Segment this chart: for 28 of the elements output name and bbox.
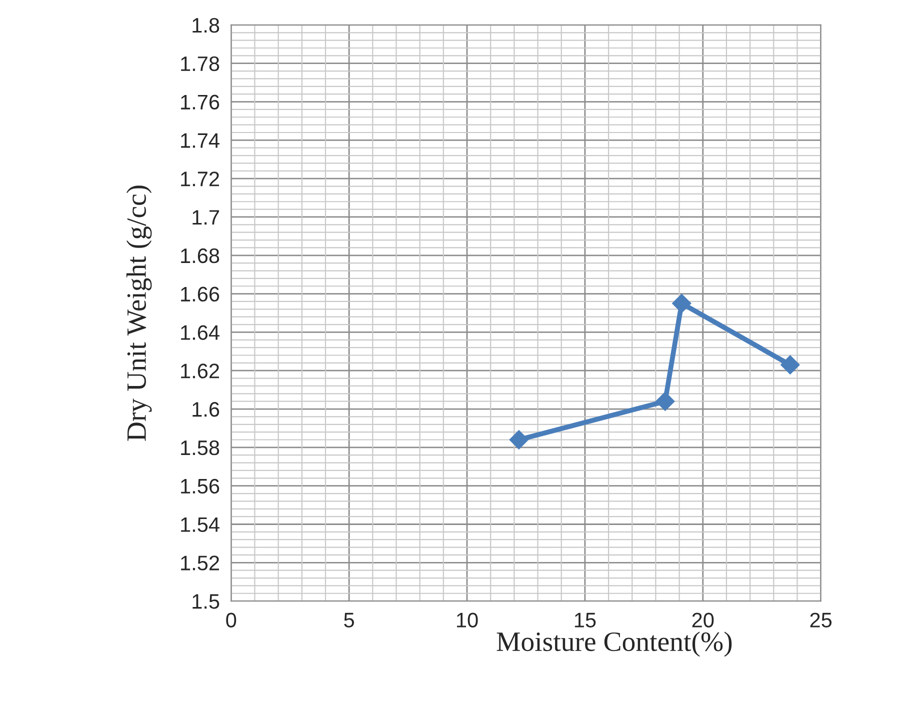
x-tick-label: 20 [692, 612, 714, 628]
y-tick-label: 1.66 [181, 286, 220, 302]
y-tick-label: 1.6 [192, 402, 220, 417]
y-tick-label: 1.76 [181, 94, 220, 110]
point [672, 294, 692, 313]
x-tick-label: 0 [226, 612, 236, 628]
y-tick-label: 1.62 [181, 364, 219, 378]
x-tick-label: 5 [344, 612, 354, 628]
x-tick-label: 10 [457, 612, 478, 628]
y-tick-label: 1.7 [192, 210, 219, 225]
point [509, 430, 528, 450]
y-tick-label: 1.54 [181, 517, 220, 532]
point [780, 355, 800, 374]
y-tick-label: 1.52 [181, 556, 219, 570]
y-axis-title: Dry Unit Weight (g/cc) [126, 186, 152, 441]
point [656, 392, 675, 411]
y-tick-label: 1.58 [181, 440, 220, 456]
y-tick-label: 1.78 [181, 56, 220, 72]
x-axis-title: Moisture Content(%) [496, 632, 732, 657]
y-tick-label: 1.5 [192, 594, 220, 609]
y-tick-label: 1.74 [181, 133, 220, 148]
y-tick-label: 1.68 [181, 248, 220, 264]
y-tick-label: 1.8 [192, 18, 220, 33]
y-tick-label: 1.72 [181, 172, 219, 186]
x-tick-label: 15 [574, 612, 596, 628]
y-tick-label: 1.64 [181, 325, 220, 340]
y-tick-label: 1.56 [181, 478, 220, 494]
x-tick-label: 25 [810, 612, 832, 628]
